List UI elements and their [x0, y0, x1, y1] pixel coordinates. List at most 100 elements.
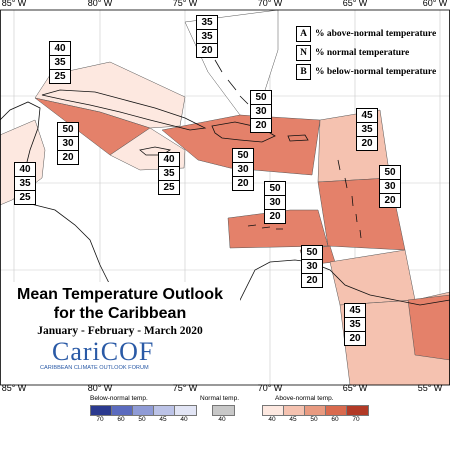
prob-below: 20 [306, 275, 318, 286]
prob-above: 40 [159, 153, 179, 167]
legend-swatch-above [325, 405, 348, 416]
prob-above: 40 [15, 163, 35, 177]
key-text: % above-normal temperature [315, 28, 437, 39]
outlook-period: January - February - March 2020 [37, 325, 203, 337]
key-row-normal: N % normal temperature [296, 43, 450, 62]
caricof-logo: CariCOF [52, 337, 155, 366]
legend-tick-below: 60 [117, 416, 125, 423]
legend-swatch-below [174, 405, 197, 416]
legend-tick-normal: 40 [218, 416, 226, 423]
prob-above: 40 [50, 42, 70, 56]
prob-normal: 30 [265, 196, 285, 210]
prob-box-abc-islands: 50 30 20 [264, 181, 286, 224]
lon-label-bottom: 75° W [172, 383, 198, 393]
legend-tick-below: 50 [138, 416, 146, 423]
legend-tick-below: 45 [159, 416, 167, 423]
map-title-line2: for the Caribbean [53, 305, 187, 322]
prob-above: 50 [380, 166, 400, 180]
caricof-logo-subtitle: CARIBBEAN CLIMATE OUTLOOK FORUM [40, 365, 149, 371]
lon-label-top: 80° W [87, 0, 113, 8]
prob-box-belize: 40 35 25 [14, 162, 36, 205]
prob-normal: 35 [159, 167, 179, 181]
lon-label-bottom: 85° W [1, 383, 27, 393]
prob-above: 45 [345, 304, 365, 318]
zone-venezuela-east [329, 249, 416, 306]
legend-tick-above: 60 [331, 416, 339, 423]
probability-key: A % above-normal temperature N % normal … [296, 24, 450, 81]
legend-normal-label: Normal temp. [200, 395, 240, 402]
prob-below: 20 [201, 45, 213, 56]
legend-swatch-normal [212, 405, 235, 416]
prob-below: 25 [19, 192, 31, 203]
legend-swatch-below [132, 405, 155, 416]
prob-box-trinidad: 50 30 20 [301, 245, 323, 288]
prob-below: 20 [237, 178, 249, 189]
legend-tick-below: 70 [96, 416, 104, 423]
prob-normal: 35 [197, 30, 217, 44]
prob-above: 50 [58, 123, 78, 137]
legend-above-label: Above-normal temp. [275, 395, 334, 402]
prob-above: 50 [233, 149, 253, 163]
lon-label-top: 70° W [257, 0, 283, 8]
legend-swatch-below [90, 405, 113, 416]
prob-normal: 30 [251, 105, 271, 119]
legend-below-label: Below-normal temp. [90, 395, 148, 402]
lon-label-top: 65° W [342, 0, 368, 8]
prob-above: 50 [265, 182, 285, 196]
lon-label-bottom: 70° W [257, 383, 283, 393]
legend-swatch-above [304, 405, 327, 416]
prob-above: 50 [251, 91, 271, 105]
legend-tick-below: 40 [180, 416, 188, 423]
prob-below: 20 [349, 333, 361, 344]
lon-label-bottom: 65° W [342, 383, 368, 393]
lon-label-top: 75° W [172, 0, 198, 8]
map-title: Mean Temperature Outlook [17, 286, 223, 303]
hispaniola-outline [211, 121, 276, 143]
prob-box-turks-caicos: 50 30 20 [250, 90, 272, 133]
legend-swatch-above [283, 405, 306, 416]
key-text: % below-normal temperature [315, 66, 437, 77]
legend-swatch-above [346, 405, 369, 416]
prob-normal: 30 [58, 137, 78, 151]
prob-below: 25 [163, 182, 175, 193]
prob-box-bahamas: 35 35 20 [196, 15, 218, 58]
legend-tick-above: 40 [268, 416, 276, 423]
prob-normal: 35 [15, 177, 35, 191]
prob-box-guianas: 45 35 20 [344, 303, 366, 346]
prob-normal: 35 [50, 56, 70, 70]
lon-label-bottom: 55° W [417, 383, 443, 393]
abc-islands-outline [247, 224, 283, 230]
legend-tick-above: 50 [310, 416, 318, 423]
zone-guyana [407, 294, 450, 361]
key-row-above: A % above-normal temperature [296, 24, 450, 43]
prob-box-eastern-caribbean: 50 30 20 [379, 165, 401, 208]
legend-tick-above: 45 [289, 416, 297, 423]
key-letter: A [296, 25, 311, 42]
prob-above: 45 [357, 109, 377, 123]
prob-above: 35 [197, 16, 217, 30]
lon-label-top: 60° W [422, 0, 448, 8]
lon-label-bottom: 80° W [87, 383, 113, 393]
prob-normal: 30 [233, 163, 253, 177]
prob-normal: 35 [357, 123, 377, 137]
prob-below: 20 [62, 152, 74, 163]
legend-swatch-below [153, 405, 176, 416]
prob-normal: 30 [380, 180, 400, 194]
key-letter: B [296, 63, 311, 80]
key-row-below: B % below-normal temperature [296, 62, 450, 81]
prob-box-hispaniola: 50 30 20 [232, 148, 254, 191]
prob-below: 20 [255, 120, 267, 131]
prob-below: 20 [361, 138, 373, 149]
lesser-antilles [337, 159, 362, 239]
puerto-rico-outline [287, 134, 309, 142]
prob-normal: 35 [345, 318, 365, 332]
prob-below: 20 [384, 195, 396, 206]
prob-normal: 30 [302, 260, 322, 274]
key-letter: N [296, 44, 311, 61]
prob-above: 50 [302, 246, 322, 260]
title-panel [0, 282, 240, 386]
prob-box-south-cuba: 50 30 20 [57, 122, 79, 165]
prob-box-northwest-cuba: 40 35 25 [49, 41, 71, 84]
prob-box-cayman: 40 35 25 [158, 152, 180, 195]
cuba-outline [41, 89, 207, 131]
